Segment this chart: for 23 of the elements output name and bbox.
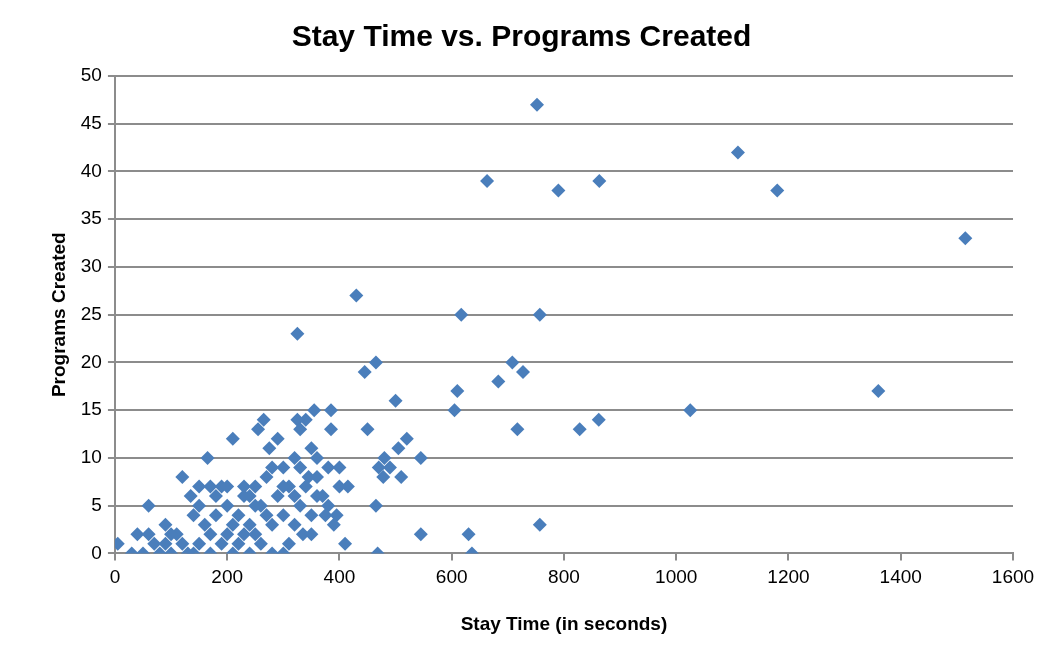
y-tick-label: 15 xyxy=(80,398,102,420)
y-tick-label: 35 xyxy=(80,207,102,229)
chart-title: Stay Time vs. Programs Created xyxy=(291,19,752,53)
x-tick-label: 1600 xyxy=(991,566,1035,588)
y-tick-label: 0 xyxy=(91,541,102,563)
x-tick-label: 1400 xyxy=(879,566,922,588)
x-axis-title: Stay Time (in seconds) xyxy=(460,612,668,634)
y-tick-label: 50 xyxy=(80,64,102,86)
x-tick-label: 400 xyxy=(323,566,356,588)
x-tick-label: 1000 xyxy=(655,566,698,588)
y-tick-label: 20 xyxy=(80,350,102,372)
y-tick-label: 25 xyxy=(80,302,102,324)
y-tick-label: 5 xyxy=(91,493,102,515)
y-tick-label: 30 xyxy=(80,255,102,277)
y-axis-title: Programs Created xyxy=(47,232,69,398)
x-tick-label: 600 xyxy=(435,566,468,588)
x-tick-label: 1200 xyxy=(767,566,810,588)
x-tick-label: 0 xyxy=(109,566,121,588)
y-tick-label: 45 xyxy=(80,111,102,133)
y-tick-label: 40 xyxy=(80,159,102,181)
y-tick-label: 10 xyxy=(80,446,102,468)
x-tick-label: 200 xyxy=(211,566,244,588)
x-tick-label: 800 xyxy=(548,566,580,588)
